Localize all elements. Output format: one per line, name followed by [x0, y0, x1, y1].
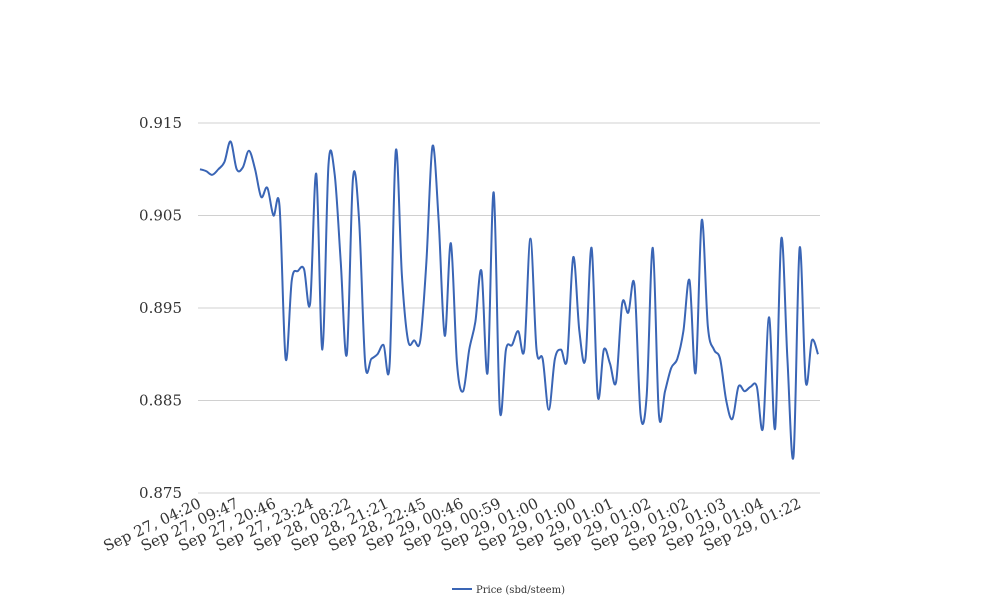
- y-tick-label: 0.875: [139, 484, 182, 502]
- y-tick-label: 0.895: [139, 299, 182, 317]
- y-axis-ticks: 0.875 0.885 0.895 0.905 0.915: [139, 114, 182, 502]
- gridlines: [198, 122, 820, 494]
- series-line-price: [199, 140, 819, 460]
- y-tick-label: 0.915: [139, 114, 182, 132]
- legend[interactable]: Price (sbd/steem): [452, 585, 565, 596]
- series-lines: [199, 140, 819, 460]
- y-tick-label: 0.905: [139, 207, 182, 225]
- legend-label: Price (sbd/steem): [476, 585, 565, 596]
- y-tick-label: 0.885: [139, 392, 182, 410]
